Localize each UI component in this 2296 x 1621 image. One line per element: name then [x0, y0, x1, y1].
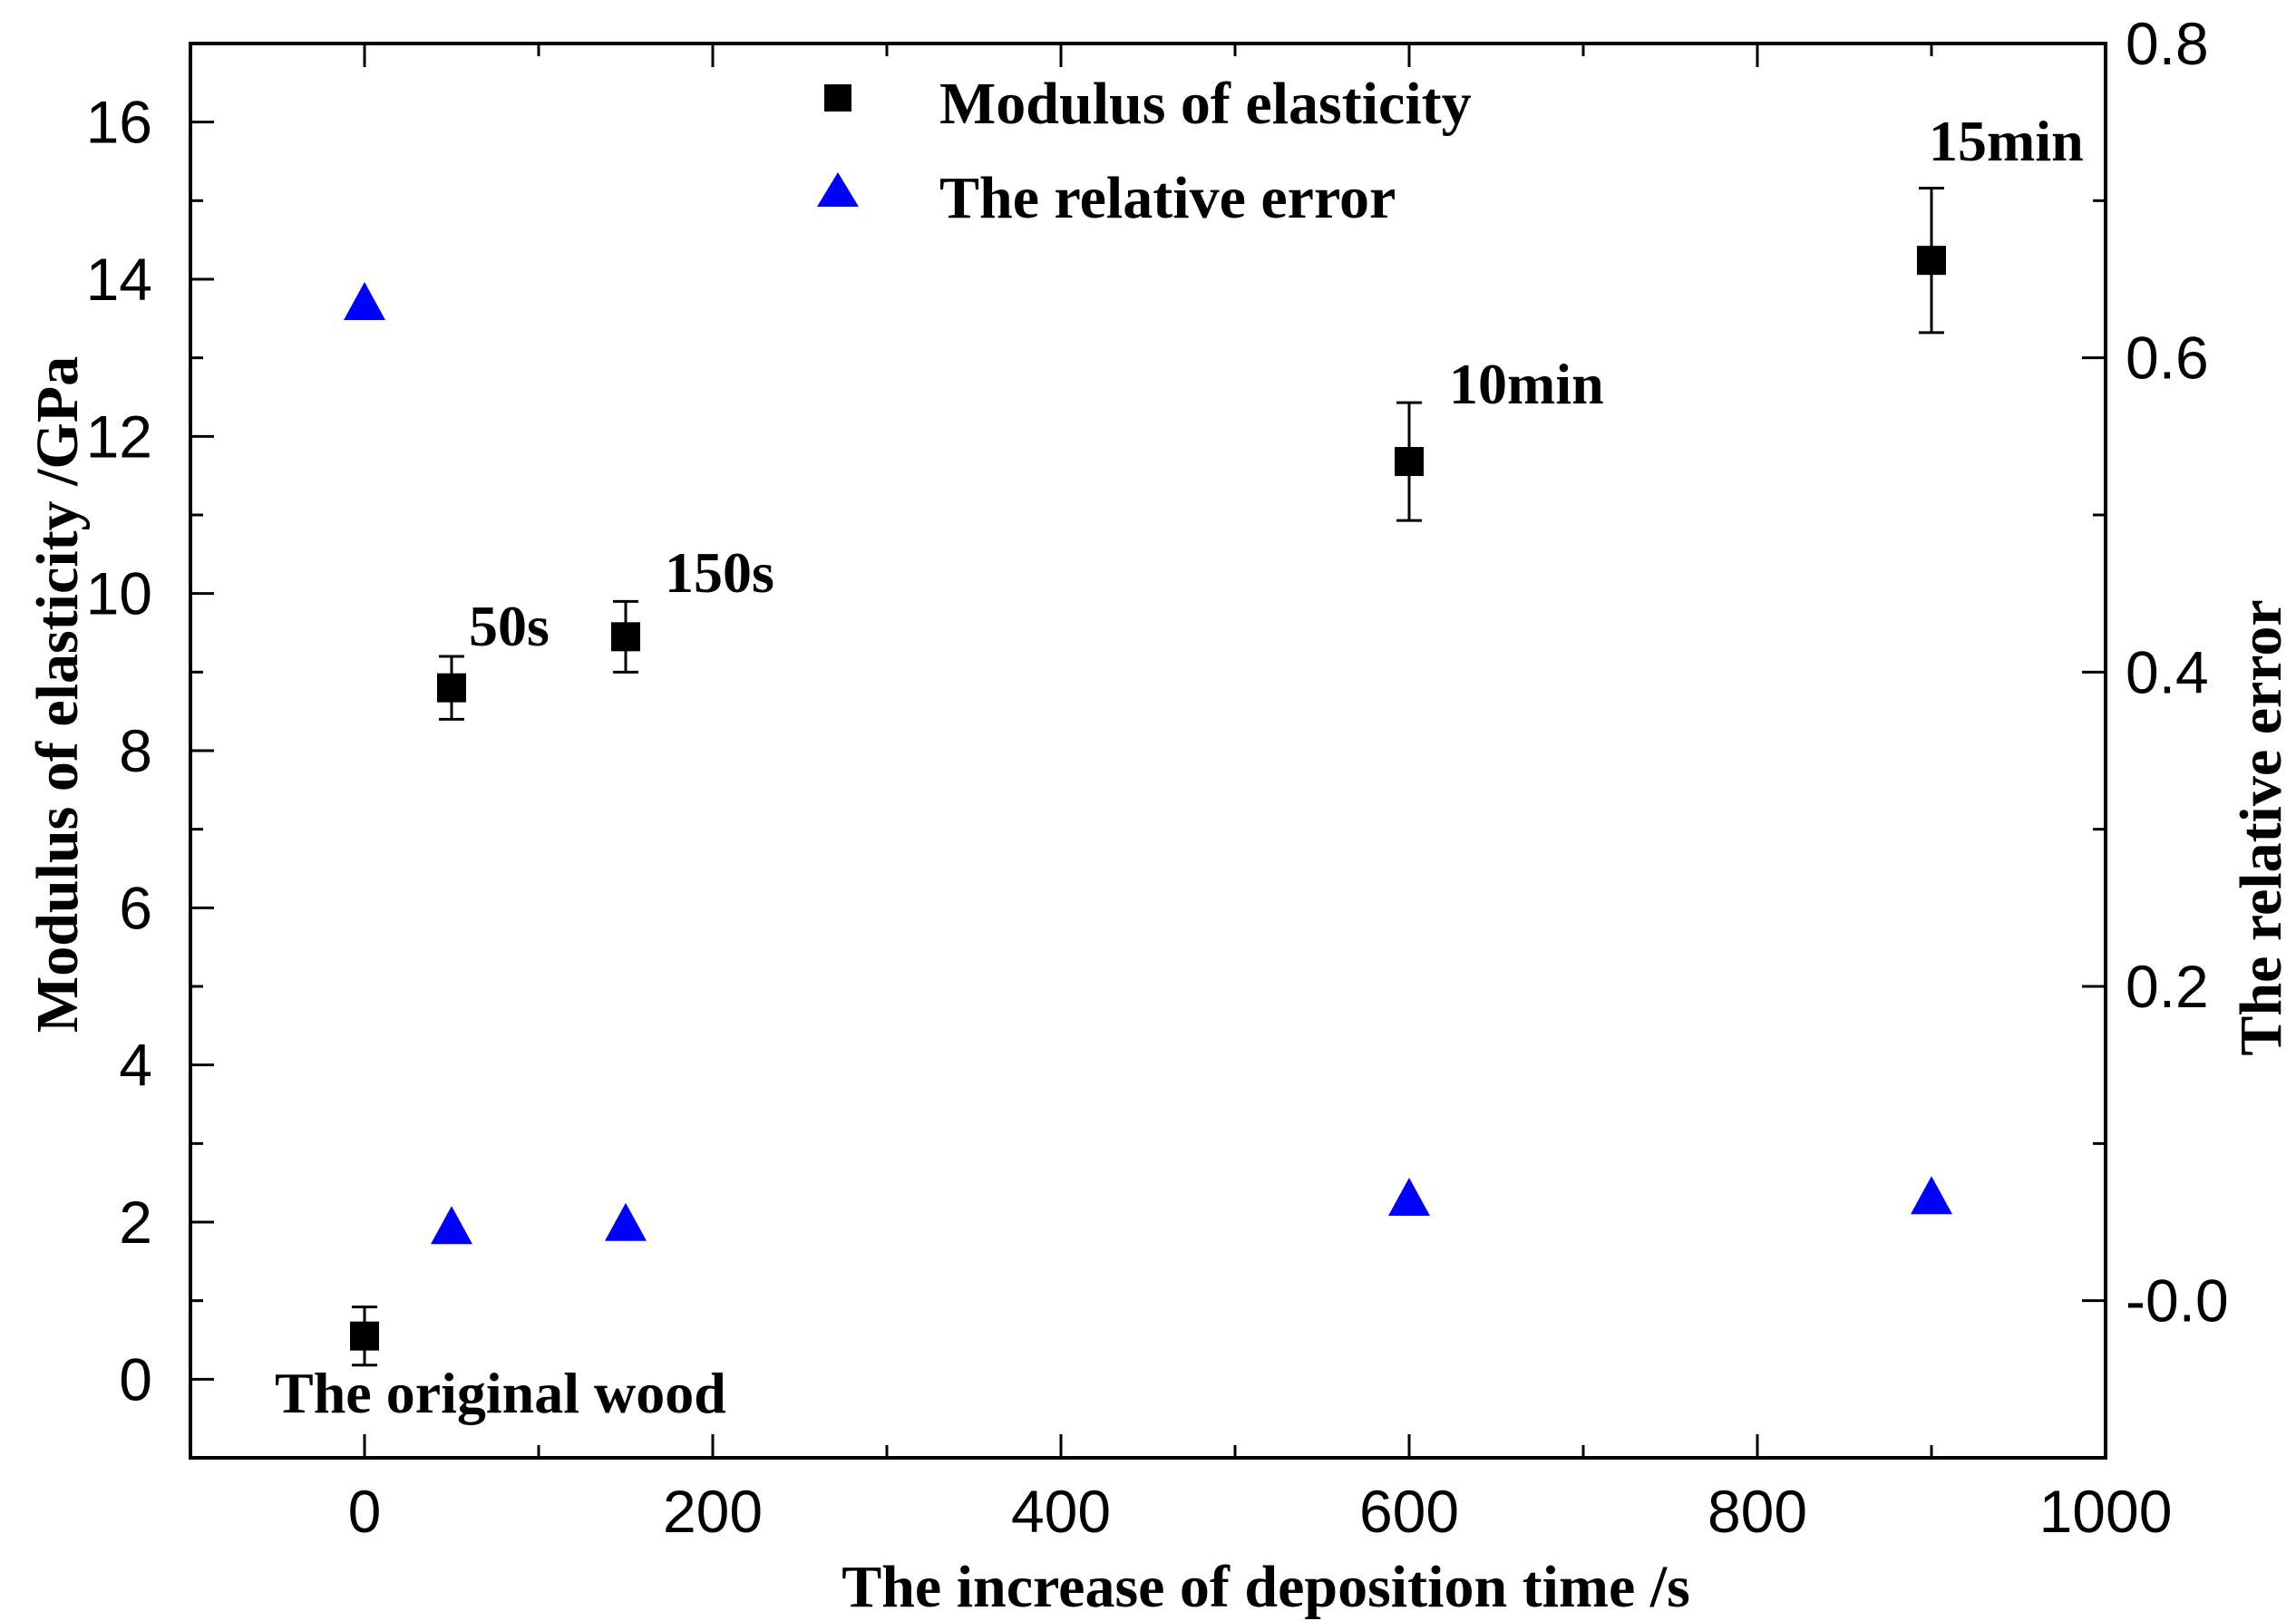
y-tick-label: 10: [86, 560, 152, 627]
modulus-point: [611, 622, 640, 652]
legend-marker-relative-error: [817, 172, 859, 207]
modulus-point: [437, 673, 466, 703]
legend-marker-modulus: [824, 84, 851, 112]
annotation-50s: 50s: [469, 594, 550, 658]
y-tick-label: 14: [86, 246, 152, 313]
legend-label-relative-error: The relative error: [939, 165, 1396, 231]
y2-axis-title: The relative error: [2228, 599, 2294, 1055]
y2-tick-label: 0.2: [2126, 953, 2209, 1020]
x-tick-label: 1000: [2039, 1478, 2173, 1545]
y-tick-label: 16: [86, 89, 152, 156]
modulus-point: [1395, 447, 1424, 477]
y2-tick-label: -0.0: [2126, 1267, 2229, 1335]
plot-frame: [189, 42, 2107, 1460]
axis-ticks: 0 200 400 600 800 1000 0 2 4 6 8 10 12 14 16 -0.0 0.2 0.4…: [86, 10, 2229, 1545]
legend: Modulus of elasticity The relative error: [817, 71, 1472, 231]
x-tick-label: 400: [1011, 1478, 1111, 1545]
annotation-original-wood: The original wood: [275, 1361, 726, 1425]
relative-error-point: [1388, 1178, 1430, 1216]
y2-tick-label: 0.8: [2126, 10, 2209, 77]
relative-error-point: [431, 1206, 472, 1245]
y-tick-label: 12: [86, 403, 152, 470]
annotation-15min: 15min: [1929, 109, 2084, 173]
y-axis-title: Modulus of elasticity /GPa: [24, 356, 91, 1033]
legend-label-modulus: Modulus of elasticity: [939, 71, 1472, 137]
x-axis-title: The increase of deposition time /s: [842, 1554, 1690, 1620]
modulus-point: [350, 1321, 379, 1351]
y2-tick-label: 0.4: [2126, 638, 2209, 705]
annotation-150s: 150s: [665, 540, 774, 605]
relative-error-point: [1911, 1176, 1952, 1215]
x-tick-label: 800: [1707, 1478, 1807, 1545]
data-marks: [344, 186, 1952, 1367]
x-tick-label: 200: [663, 1478, 763, 1545]
relative-error-point: [344, 282, 385, 320]
x-tick-label: 0: [348, 1478, 382, 1545]
relative-error-point: [605, 1202, 647, 1241]
y-tick-label: 0: [119, 1345, 152, 1412]
annotation-10min: 10min: [1449, 352, 1604, 416]
modulus-point: [1917, 246, 1946, 276]
y-tick-label: 4: [119, 1032, 152, 1099]
x-tick-label: 600: [1359, 1478, 1459, 1545]
y2-tick-label: 0.6: [2126, 325, 2209, 392]
y-tick-label: 2: [119, 1189, 152, 1256]
y-tick-label: 6: [119, 874, 152, 941]
y-tick-label: 8: [119, 717, 152, 784]
